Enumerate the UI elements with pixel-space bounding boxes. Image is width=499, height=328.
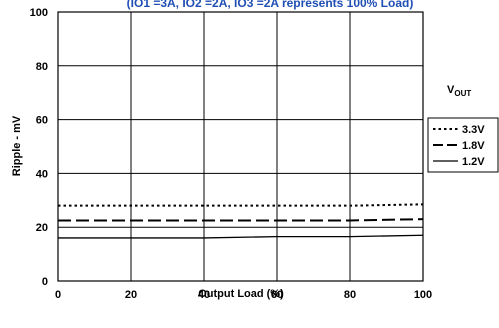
series-line-3-3V <box>58 204 423 205</box>
x-tick-label-0: 0 <box>55 289 61 301</box>
y-tick-label-2: 40 <box>36 168 48 180</box>
series-line-1-2V <box>58 235 423 238</box>
y-axis-title: Ripple - mV <box>11 115 23 176</box>
legend-title: VOUT <box>447 84 471 98</box>
chart-title: (IO1 =3A, IO2 =2A, IO3 =2A represents 10… <box>127 0 414 10</box>
plot-area <box>58 12 423 281</box>
y-tick-labels: 0 20 40 60 80 100 <box>30 7 48 288</box>
x-axis-title: Output Load (%) <box>198 288 284 300</box>
x-tick-label-4: 80 <box>344 289 356 301</box>
y-tick-label-1: 20 <box>36 222 48 234</box>
legend-label-1-2V: 1.2V <box>462 156 485 168</box>
y-tick-label-3: 60 <box>36 115 48 127</box>
y-tick-label-5: 100 <box>30 7 48 19</box>
y-tick-label-0: 0 <box>42 276 48 288</box>
y-tick-label-4: 80 <box>36 61 48 73</box>
legend-title-sub: OUT <box>454 89 471 98</box>
legend-label-1-8V: 1.8V <box>462 140 485 152</box>
x-tick-label-5: 100 <box>414 289 432 301</box>
grid-lines <box>58 12 423 281</box>
series-line-1-8V <box>58 219 423 220</box>
legend-label-3-3V: 3.3V <box>462 124 485 136</box>
x-tick-label-1: 20 <box>125 289 137 301</box>
series-lines <box>58 204 423 238</box>
